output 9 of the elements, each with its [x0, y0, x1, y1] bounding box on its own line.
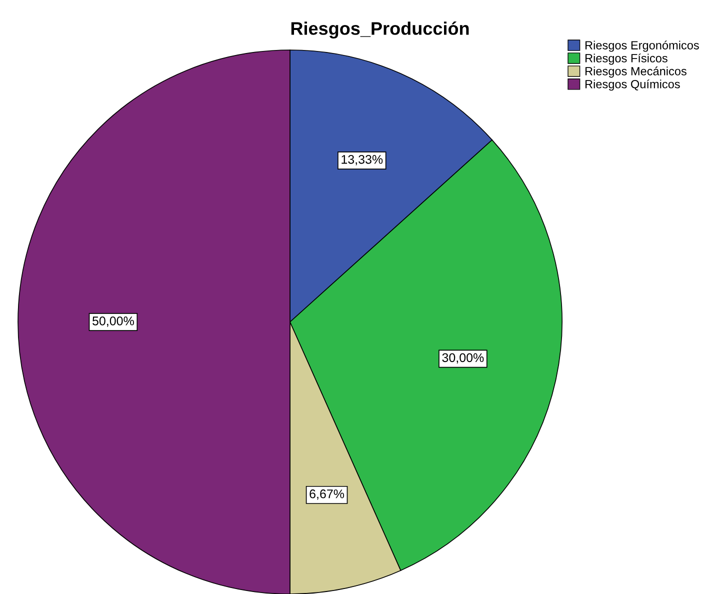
data-label: 30,00%	[442, 353, 484, 364]
legend-label: Riesgos Ergonómicos	[585, 40, 699, 52]
data-label: 6,67%	[310, 489, 344, 500]
chart-title: Riesgos_Producción	[291, 21, 469, 39]
data-label: 50,00%	[92, 316, 134, 327]
data-label: 13,33%	[342, 154, 383, 166]
legend-label: Riesgos Químicos	[585, 80, 680, 91]
legend-label: Riesgos Mecánicos	[585, 66, 686, 78]
legend-label: Riesgos Físicos	[585, 54, 668, 65]
